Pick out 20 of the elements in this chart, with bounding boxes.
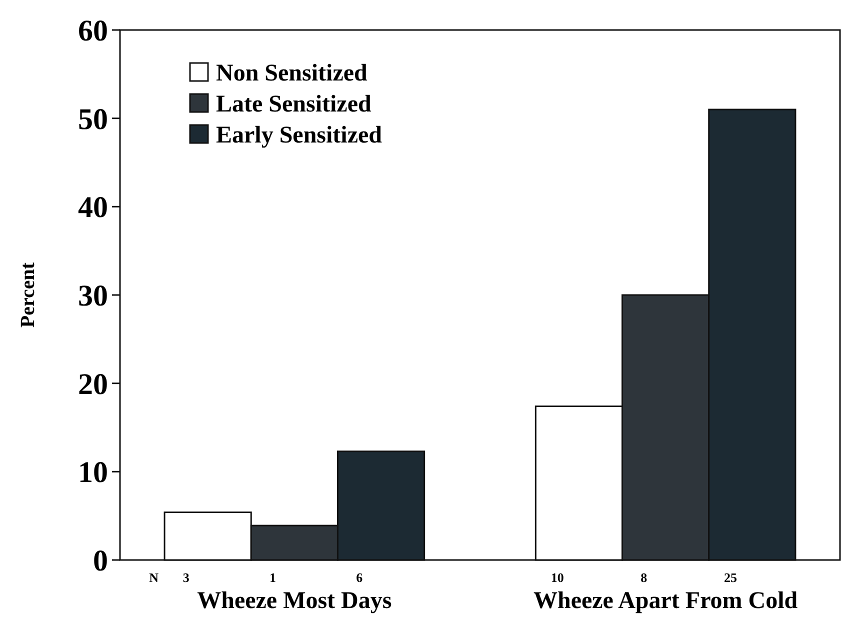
text: N: [149, 570, 160, 585]
text: 3: [182, 570, 190, 585]
x-tick-label: Wheeze Apart From Cold: [533, 588, 798, 614]
y-tick-label: 60: [78, 14, 108, 48]
y-tick-label: 0: [93, 544, 108, 578]
y-tick-label: 10: [78, 456, 108, 490]
text: 1: [270, 570, 276, 585]
y-tick-label: 40: [78, 191, 108, 224]
text: 10: [550, 570, 564, 585]
y-tick-label: 20: [78, 368, 108, 401]
text: 25: [724, 570, 738, 585]
text: 6: [356, 570, 364, 585]
x-tick-label: Wheeze Most Days: [197, 588, 392, 614]
legend-label: Late Sensitized: [216, 91, 372, 118]
legend-label: Early Sensitized: [216, 122, 383, 148]
y-tick-label: 30: [78, 280, 108, 312]
y-tick-label: 50: [78, 102, 108, 136]
y-axis-title: Percent: [17, 262, 39, 328]
text: 8: [640, 570, 648, 585]
legend-label: Non Sensitized: [216, 60, 368, 86]
